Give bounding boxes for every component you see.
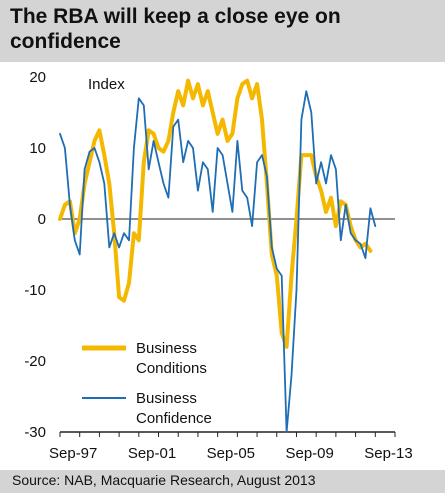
series-lines xyxy=(58,78,377,433)
x-tick-label: Sep-05 xyxy=(207,445,255,462)
y-tick-label: 20 xyxy=(29,69,46,86)
legend-label-business-conditions-line2: Conditions xyxy=(136,360,207,377)
legend: Business Conditions Business Confidence xyxy=(82,340,212,427)
x-axis: Sep-97 Sep-01 Sep-05 Sep-09 Sep-13 xyxy=(49,431,413,462)
source-note: Source: NAB, Macquarie Research, August … xyxy=(12,472,316,488)
y-axis-label: Index xyxy=(88,76,125,93)
legend-label-business-confidence-line2: Confidence xyxy=(136,410,212,427)
y-tick-label: -10 xyxy=(24,282,46,299)
x-tick-label: Sep-13 xyxy=(364,445,412,462)
legend-label-business-confidence-line1: Business xyxy=(136,390,197,407)
series-line-business-conditions xyxy=(58,78,373,349)
x-tick-label: Sep-01 xyxy=(128,445,176,462)
legend-label-business-conditions-line1: Business xyxy=(136,340,197,357)
y-tick-label: -30 xyxy=(24,424,46,441)
chart-title: The RBA will keep a close eye on confide… xyxy=(10,5,341,53)
x-tick-label: Sep-97 xyxy=(49,445,97,462)
y-axis: 20 10 0 -10 -20 -30 xyxy=(24,69,395,441)
y-tick-label: -20 xyxy=(24,353,46,370)
series-line-business-confidence xyxy=(59,90,377,433)
y-tick-label: 0 xyxy=(38,211,46,228)
plot-panel: Index 20 10 0 -10 -20 -30 Sep-97 Sep-01 Sep-05 S… xyxy=(0,62,445,470)
x-tick-label: Sep-09 xyxy=(285,445,333,462)
y-tick-label: 10 xyxy=(29,140,46,157)
